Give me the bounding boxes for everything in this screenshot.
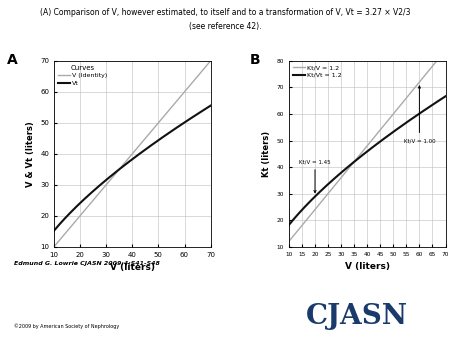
Y-axis label: Kt (liters): Kt (liters) <box>262 131 271 177</box>
Text: A: A <box>7 53 18 67</box>
Text: B: B <box>250 53 261 67</box>
Text: Kt/V = 1.45: Kt/V = 1.45 <box>299 159 331 193</box>
Text: (A) Comparison of V, however estimated, to itself and to a transformation of V, : (A) Comparison of V, however estimated, … <box>40 8 410 18</box>
Text: (see reference 42).: (see reference 42). <box>189 22 261 31</box>
Legend: Kt/V = 1.2, Kt/Vt = 1.2: Kt/V = 1.2, Kt/Vt = 1.2 <box>292 64 343 79</box>
Text: ©2009 by American Society of Nephrology: ©2009 by American Society of Nephrology <box>14 323 119 329</box>
X-axis label: V (liters): V (liters) <box>345 262 390 271</box>
Legend: V (Identity), Vt: V (Identity), Vt <box>57 64 108 87</box>
Text: Edmund G. Lowrie CJASN 2009;4:S41-S48: Edmund G. Lowrie CJASN 2009;4:S41-S48 <box>14 261 159 266</box>
Text: CJASN: CJASN <box>306 304 408 331</box>
Y-axis label: V & Vt (liters): V & Vt (liters) <box>26 121 35 187</box>
Text: Kt/V = 1.00: Kt/V = 1.00 <box>404 86 435 143</box>
X-axis label: V (liters): V (liters) <box>110 263 155 272</box>
